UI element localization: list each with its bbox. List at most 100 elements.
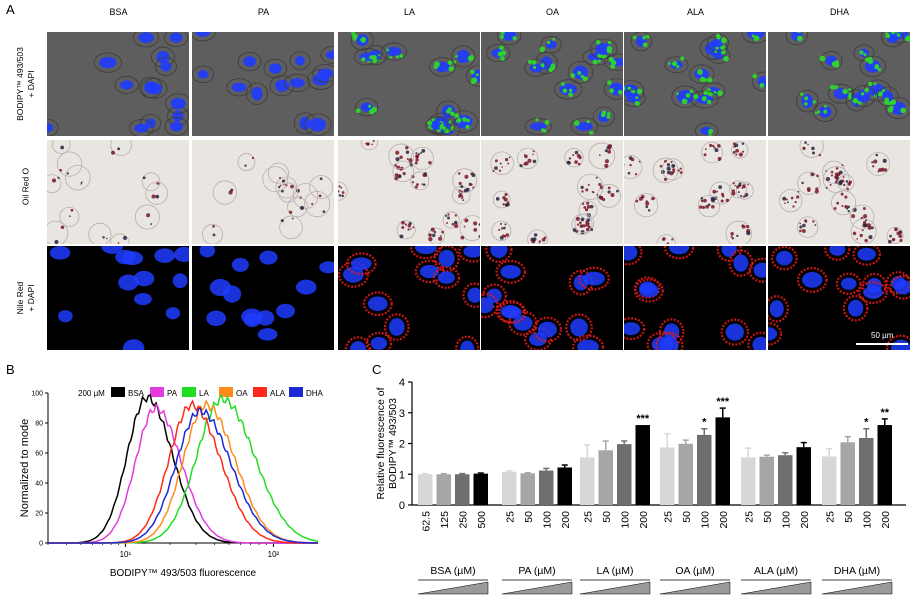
bar-la-200: [635, 425, 650, 505]
x-tick-label: 50: [681, 511, 693, 523]
x-tick-label: 200: [880, 511, 892, 529]
bar-ala-200: [796, 447, 811, 505]
group-label: ALA (µM): [754, 565, 798, 577]
y-tick-label: 100: [31, 391, 43, 398]
micrograph-bodipy-ala: [624, 32, 766, 136]
micrograph-nilered-dha: [768, 246, 910, 350]
y-axis-label: Normalized to mode: [19, 419, 31, 517]
bar-pa-200: [557, 467, 572, 505]
significance-marker: ***: [636, 413, 650, 425]
histogram-chart: 0 20 40 60 80 100 10¹ 10² BODIPY™ 493/503 fluore…: [19, 387, 324, 579]
column-title-la: LA: [403, 7, 415, 17]
x-tick-label: 25: [743, 511, 755, 523]
concentration-wedge: [821, 581, 893, 595]
bar-pa-100: [539, 470, 554, 505]
bar-ala-50: [759, 456, 774, 505]
bar-la-100: [617, 444, 632, 505]
x-tick-label: 100: [619, 511, 631, 529]
micrograph-bodipy-dha: [768, 32, 910, 136]
group-label: BSA (µM): [430, 565, 475, 577]
x-tick-label: 25: [824, 511, 836, 523]
legend-label-ala: ALA: [270, 389, 286, 398]
micrograph-bodipy-bsa: [47, 32, 189, 136]
bar-bsa-500: [473, 473, 488, 505]
bar-bsa-125: [436, 474, 451, 505]
x-tick-label: 100: [861, 511, 873, 529]
y-tick-label: 0: [399, 500, 405, 512]
panel-b-letter: B: [6, 362, 15, 377]
y-tick-label: 0: [39, 541, 43, 548]
group-label: PA (µM): [518, 565, 555, 577]
micrograph-nilered-oa: [481, 246, 623, 350]
x-tick-label: 200: [638, 511, 650, 529]
legend-prefix: 200 µM: [78, 389, 105, 398]
x-tick-label: 25: [582, 511, 594, 523]
bar-pa-50: [520, 473, 535, 505]
scale-bar: [856, 343, 908, 345]
legend-swatch-dha: [289, 387, 303, 397]
micrograph-oilred-oa: [481, 140, 623, 244]
micrograph-bodipy-la: [338, 32, 480, 136]
concentration-wedge: [659, 581, 731, 595]
row-label-nilered: Nile Red + DAPI: [15, 281, 36, 315]
y-tick-label: 60: [35, 451, 43, 458]
y-tick-label: 80: [35, 421, 43, 428]
micrograph-nilered-ala: [624, 246, 766, 350]
series-line-ala: [48, 399, 318, 544]
legend-swatch-ala: [253, 387, 267, 397]
column-title-ala: ALA: [686, 7, 704, 17]
column-title-dha: DHA: [829, 7, 849, 17]
x-tick-label: 10¹: [120, 550, 132, 559]
group-label: OA (µM): [675, 565, 714, 577]
micrograph-oilred-pa: [192, 140, 334, 244]
x-tick-label: 100: [780, 511, 792, 529]
column-title-oa: OA: [545, 7, 559, 17]
significance-marker: ***: [716, 396, 730, 408]
x-tick-label: 100: [699, 511, 711, 529]
x-tick-label: 25: [662, 511, 674, 523]
bar-dha-200: [877, 425, 892, 505]
series-line-oa: [48, 399, 318, 544]
legend-label-la: LA: [199, 389, 209, 398]
bar-la-25: [580, 457, 595, 505]
panel-a-letter: A: [6, 2, 15, 17]
concentration-wedge: [740, 581, 812, 595]
x-tick-label: 25: [504, 511, 516, 523]
x-tick-label: 250: [457, 511, 469, 529]
x-tick-label: 10²: [268, 550, 280, 559]
concentration-wedge: [501, 581, 573, 595]
panel-c-letter: C: [372, 362, 382, 377]
legend-label-pa: PA: [167, 389, 178, 398]
x-tick-label: 200: [718, 511, 730, 529]
column-title-pa: PA: [257, 7, 270, 17]
legend-label-dha: DHA: [306, 389, 324, 398]
x-tick-label: 125: [439, 511, 451, 529]
x-tick-label: 500: [476, 511, 488, 529]
scale-bar-label: 50 µm: [871, 331, 894, 340]
y-tick-label: 3: [399, 408, 405, 420]
significance-marker: *: [864, 417, 869, 429]
concentration-wedge: [579, 581, 651, 595]
bar-bsa-62.5: [418, 474, 433, 505]
bar-dha-25: [822, 456, 837, 505]
bar-bsa-250: [455, 474, 470, 505]
bar-dha-50: [840, 442, 855, 505]
x-tick-label: 50: [843, 511, 855, 523]
bar-la-50: [598, 450, 613, 505]
micrograph-bodipy-pa: [192, 32, 334, 136]
legend-label-oa: OA: [236, 389, 248, 398]
bar-ala-100: [778, 455, 793, 505]
y-tick-label: 1: [399, 469, 405, 481]
legend-label-bsa: BSA: [128, 389, 145, 398]
micrograph-nilered-pa: [192, 246, 334, 350]
legend-swatch-oa: [219, 387, 233, 397]
x-tick-label: 100: [541, 511, 553, 529]
column-title-bsa: BSA: [109, 7, 128, 17]
significance-marker: *: [702, 417, 707, 429]
x-axis-label: BODIPY™ 493/503 fluorescence: [110, 568, 257, 579]
significance-marker: **: [880, 407, 889, 419]
y-axis-label: Relative fluorescence ofBODIPY™ 493/503: [375, 387, 399, 499]
row-label-oilred: Oil Red O: [20, 167, 31, 206]
bar-oa-50: [678, 443, 693, 505]
